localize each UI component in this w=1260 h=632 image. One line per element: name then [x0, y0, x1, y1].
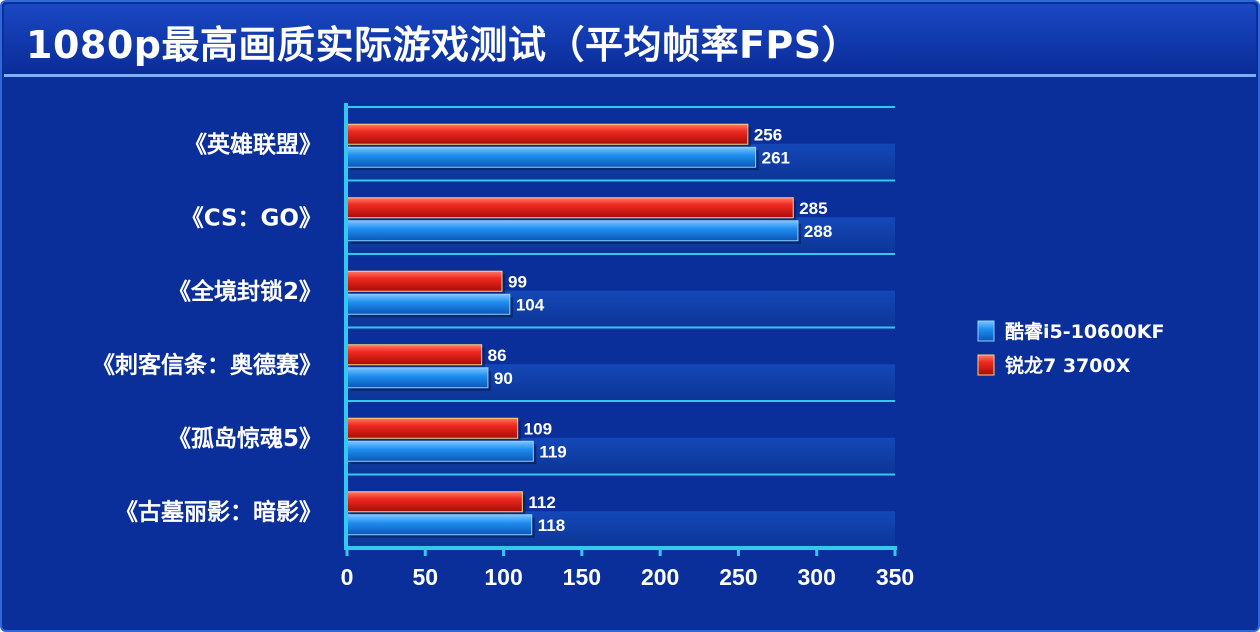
value-label-intel-4: 119 [539, 442, 566, 461]
bars [346, 123, 801, 538]
value-label-ryzen-0: 256 [754, 125, 782, 144]
value-label-intel-5: 118 [538, 516, 565, 535]
bar-intel-5 [346, 514, 533, 536]
bar-intel-2 [346, 293, 511, 315]
category-label-3: 《刺客信条：奥德赛》 [92, 351, 322, 378]
bar-ryzen-1 [346, 197, 794, 219]
x-tick-label-7: 350 [876, 564, 914, 590]
bar-ryzen-0 [346, 123, 749, 145]
bar-ryzen-3 [346, 344, 483, 366]
bar-intel-4 [346, 440, 534, 462]
x-tick-label-0: 0 [341, 564, 354, 590]
bar-ryzen-5 [346, 491, 523, 513]
category-label-1: 《CS：GO》 [181, 205, 322, 231]
legend-swatch-1 [977, 354, 995, 376]
bar-intel-1 [346, 220, 799, 242]
title-bar: 1080p最高画质实际游戏测试（平均帧率FPS） [4, 4, 1256, 77]
x-tick-label-1: 50 [412, 564, 438, 590]
x-tick-label-2: 100 [484, 564, 522, 590]
category-label-2: 《全境封锁2》 [168, 278, 322, 305]
legend: 酷睿i5-10600KF 锐龙7 3700X [977, 320, 1164, 377]
x-tick-label-4: 200 [641, 564, 679, 590]
x-tick-label-3: 150 [563, 564, 601, 590]
bar-intel-0 [346, 146, 757, 168]
value-label-ryzen-3: 86 [488, 346, 507, 365]
value-label-intel-1: 288 [804, 222, 832, 241]
legend-label-0: 酷睿i5-10600KF [1005, 320, 1164, 343]
x-tick-label-6: 300 [798, 564, 836, 590]
category-label-0: 《英雄联盟》 [184, 131, 322, 158]
x-tick-label-5: 250 [719, 564, 757, 590]
value-label-ryzen-2: 99 [508, 272, 527, 291]
bar-ryzen-4 [346, 417, 519, 439]
value-label-ryzen-4: 109 [524, 419, 552, 438]
labels: 256 261 《英雄联盟》 285 288 《CS：GO》 99 104 《全境封锁2》 86 9… [92, 125, 914, 590]
bar-ryzen-2 [346, 270, 503, 292]
value-label-intel-2: 104 [516, 295, 545, 314]
value-label-intel-0: 261 [762, 148, 790, 167]
value-label-intel-3: 90 [494, 369, 513, 388]
value-label-ryzen-5: 112 [528, 493, 555, 512]
legend-swatch-0 [977, 320, 995, 342]
legend-label-1: 锐龙7 3700X [1005, 354, 1131, 377]
bar-intel-3 [346, 367, 489, 389]
category-label-4: 《孤岛惊魂5》 [168, 425, 322, 452]
axes [344, 103, 897, 556]
category-label-5: 《古墓丽影：暗影》 [115, 498, 322, 525]
chart-title: 1080p最高画质实际游戏测试（平均帧率FPS） [26, 23, 861, 67]
value-label-ryzen-1: 285 [799, 199, 827, 218]
